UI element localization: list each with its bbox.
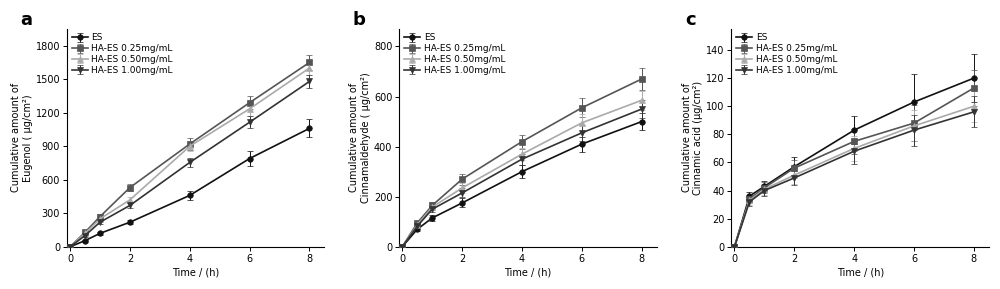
Text: c: c (685, 12, 696, 29)
Legend: ES, HA-ES 0.25mg/mL, HA-ES 0.50mg/mL, HA-ES 1.00mg/mL: ES, HA-ES 0.25mg/mL, HA-ES 0.50mg/mL, HA… (402, 32, 507, 77)
X-axis label: Time / (h): Time / (h) (837, 268, 884, 278)
X-axis label: Time / (h): Time / (h) (172, 268, 219, 278)
Text: b: b (353, 12, 366, 29)
Y-axis label: Cumulative amount of
Cinnamaldehyde ( μg/cm²): Cumulative amount of Cinnamaldehyde ( μg… (349, 73, 371, 203)
Y-axis label: Cumulative amount of
Cinnamic acid (μg/cm²): Cumulative amount of Cinnamic acid (μg/c… (682, 81, 703, 195)
Y-axis label: Cumulative amount of
Eugenol ( μg/cm²): Cumulative amount of Eugenol ( μg/cm²) (11, 83, 33, 192)
Legend: ES, HA-ES 0.25mg/mL, HA-ES 0.50mg/mL, HA-ES 1.00mg/mL: ES, HA-ES 0.25mg/mL, HA-ES 0.50mg/mL, HA… (70, 32, 175, 77)
X-axis label: Time / (h): Time / (h) (504, 268, 552, 278)
Legend: ES, HA-ES 0.25mg/mL, HA-ES 0.50mg/mL, HA-ES 1.00mg/mL: ES, HA-ES 0.25mg/mL, HA-ES 0.50mg/mL, HA… (734, 32, 839, 77)
Text: a: a (21, 12, 33, 29)
